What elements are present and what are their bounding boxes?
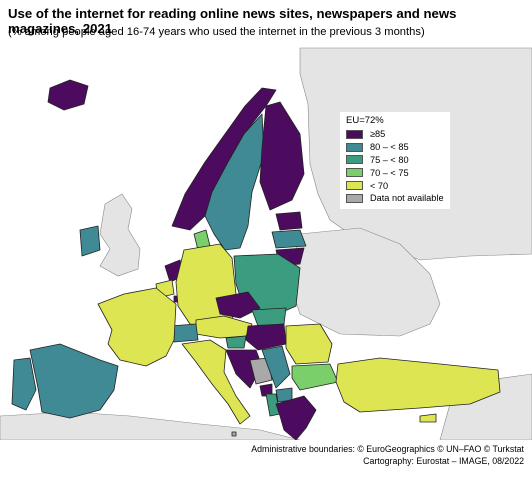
country-spain <box>29 343 119 419</box>
legend-swatch <box>346 181 363 191</box>
legend-item: 80 – < 85 <box>346 141 444 154</box>
legend-item: 75 – < 80 <box>346 154 444 167</box>
map-credits: Administrative boundaries: © EuroGeograp… <box>251 443 524 467</box>
country-finland <box>259 101 305 211</box>
map-title: Use of the internet for reading online n… <box>8 6 457 36</box>
country-bulgaria <box>291 363 339 391</box>
map-subtitle: (% among people aged 16-74 years who use… <box>8 26 425 38</box>
legend-label: 75 – < 80 <box>370 154 409 165</box>
legend-label: Data not available <box>370 193 444 204</box>
legend-item: < 70 <box>346 179 444 192</box>
legend-label: ≥85 <box>370 129 386 140</box>
legend-swatch <box>346 168 363 178</box>
credit-boundaries: Administrative boundaries: © EuroGeograp… <box>251 444 524 454</box>
legend-item: ≥85 <box>346 128 444 141</box>
country-malta <box>231 431 237 437</box>
countries <box>11 79 501 440</box>
land-north-africa <box>0 411 301 440</box>
country-greece <box>275 395 317 440</box>
country-romania <box>285 323 333 365</box>
country-slovakia <box>251 307 287 327</box>
country-italy <box>181 339 251 425</box>
credit-cartography: Cartography: Eurostat – IMAGE, 08/2022 <box>363 456 524 466</box>
europe-map <box>0 47 532 440</box>
legend-label: 80 – < 85 <box>370 142 409 153</box>
country-austria <box>195 315 253 339</box>
legend-label: < 70 <box>370 180 389 191</box>
country-cyprus <box>419 413 437 423</box>
legend-swatch <box>346 142 363 152</box>
country-hungary <box>245 323 287 351</box>
country-czechia <box>215 291 261 319</box>
country-portugal <box>11 357 37 411</box>
legend-swatch <box>346 155 363 165</box>
country-iceland <box>47 79 89 111</box>
country-ireland <box>79 225 101 257</box>
country-turkey <box>335 357 501 413</box>
country-slovenia <box>225 335 247 349</box>
country-latvia <box>271 229 307 249</box>
legend-swatch <box>346 193 363 203</box>
land-uk <box>99 193 141 277</box>
country-estonia <box>275 211 303 231</box>
map-legend: EU=72% ≥85 80 – < 85 75 – < 80 70 – < 75… <box>340 112 450 209</box>
country-serbia <box>261 345 291 389</box>
country-france <box>97 287 177 367</box>
legend-item: Data not available <box>346 192 444 205</box>
country-bih <box>249 357 273 385</box>
legend-title: EU=72% <box>346 115 384 126</box>
legend-item: 70 – < 75 <box>346 166 444 179</box>
legend-swatch <box>346 129 363 139</box>
legend-label: 70 – < 75 <box>370 167 409 178</box>
